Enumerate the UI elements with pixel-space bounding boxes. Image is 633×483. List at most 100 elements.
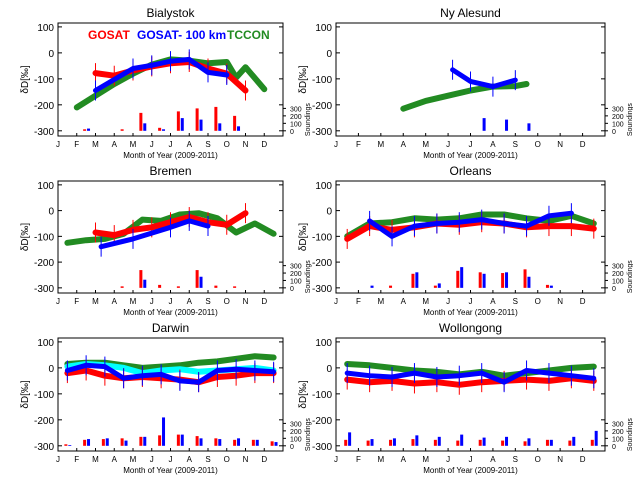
count-bar: [87, 439, 91, 446]
count-bar: [195, 108, 199, 131]
x-axis-label: Month of Year (2009-2011): [423, 308, 518, 317]
x-tick-label: J: [150, 297, 154, 306]
count-bar: [482, 437, 486, 446]
y-tick-label: 100: [37, 23, 54, 34]
count-bar: [523, 441, 527, 446]
x-tick-label: O: [224, 140, 230, 149]
count-bar: [233, 286, 237, 288]
count-bar: [176, 434, 180, 446]
count-bar: [218, 439, 222, 446]
chart-title: Bialystok: [146, 6, 195, 20]
x-tick-label: A: [490, 140, 496, 149]
x-tick-label: A: [490, 455, 496, 464]
count-bar: [162, 417, 166, 446]
y-axis-label: δD[‰]: [298, 65, 309, 94]
x-tick-label: N: [557, 297, 563, 306]
series-line-gosat: [344, 375, 597, 388]
count-bar: [83, 439, 87, 446]
count-bar: [545, 284, 549, 288]
x-tick-label: A: [401, 297, 407, 306]
x-tick-label: J: [56, 297, 60, 306]
count-bar: [501, 273, 505, 288]
count-bar: [460, 434, 464, 446]
count-tick-label: 300: [612, 421, 624, 428]
x-tick-label: M: [377, 455, 384, 464]
x-axis-label: Month of Year (2009-2011): [123, 151, 218, 160]
count-tick-label: 0: [290, 129, 294, 136]
x-tick-label: F: [356, 140, 361, 149]
count-bar: [199, 276, 203, 288]
x-tick-label: S: [205, 140, 210, 149]
count-bar: [590, 439, 594, 446]
count-bar: [237, 126, 241, 131]
soundings-label: Soundings: [305, 103, 312, 137]
x-tick-label: M: [92, 297, 99, 306]
x-tick-label: O: [535, 297, 541, 306]
soundings-label: Soundings: [305, 418, 312, 452]
y-tick-label: 0: [326, 49, 332, 60]
x-tick-label: J: [446, 140, 450, 149]
x-tick-label: J: [469, 455, 473, 464]
count-tick-label: 100: [290, 121, 302, 128]
count-tick-label: 200: [290, 114, 302, 121]
count-bar: [456, 270, 460, 288]
count-bar: [180, 118, 184, 131]
count-bar: [158, 127, 162, 131]
x-tick-label: J: [56, 455, 60, 464]
x-tick-label: N: [243, 455, 249, 464]
y-tick-label: 100: [315, 23, 332, 34]
count-bar: [366, 440, 370, 446]
chart-title: Ny Alesund: [440, 6, 501, 20]
y-tick-label: -200: [312, 416, 332, 427]
count-bar: [348, 432, 352, 446]
count-bar: [87, 128, 91, 131]
count-bar: [233, 115, 237, 131]
count-bar: [411, 273, 415, 288]
count-bar: [527, 276, 531, 288]
count-bar: [370, 439, 374, 446]
x-tick-label: A: [490, 297, 496, 306]
x-tick-label: D: [261, 297, 267, 306]
x-tick-label: M: [130, 455, 137, 464]
x-tick-label: M: [422, 455, 429, 464]
x-tick-label: O: [535, 140, 541, 149]
x-tick-label: A: [112, 455, 118, 464]
x-tick-label: M: [92, 455, 99, 464]
x-tick-label: N: [557, 140, 563, 149]
count-bar: [527, 123, 531, 131]
count-bar: [456, 440, 460, 446]
y-tick-label: -100: [34, 232, 54, 243]
x-axis-label: Month of Year (2009-2011): [123, 308, 218, 317]
series-line-tccon: [344, 211, 597, 240]
count-tick-label: 0: [290, 444, 294, 451]
x-tick-label: A: [112, 140, 118, 149]
count-bar: [180, 434, 184, 446]
x-tick-label: M: [130, 140, 137, 149]
count-bar: [105, 438, 109, 446]
count-tick-label: 300: [290, 264, 302, 271]
count-bar: [415, 435, 419, 446]
count-bar: [392, 438, 396, 446]
x-tick-label: F: [74, 140, 79, 149]
count-bar: [176, 111, 180, 131]
count-tick-label: 300: [290, 106, 302, 113]
y-tick-label: -200: [34, 416, 54, 427]
x-tick-label: N: [243, 297, 249, 306]
count-bar: [101, 439, 105, 446]
legend-tccon: TCCON: [227, 28, 270, 42]
y-tick-label: -100: [312, 75, 332, 86]
count-bar: [195, 436, 199, 446]
y-tick-label: 0: [48, 49, 54, 60]
count-tick-label: 0: [612, 129, 616, 136]
x-tick-label: D: [261, 140, 267, 149]
series-line-tccon: [400, 81, 530, 112]
count-bar: [124, 440, 128, 446]
count-bar: [199, 438, 203, 446]
x-tick-label: D: [580, 297, 586, 306]
series-line-gosat-100-km: [367, 210, 574, 239]
y-tick-label: 100: [315, 181, 332, 192]
x-tick-label: J: [56, 140, 60, 149]
